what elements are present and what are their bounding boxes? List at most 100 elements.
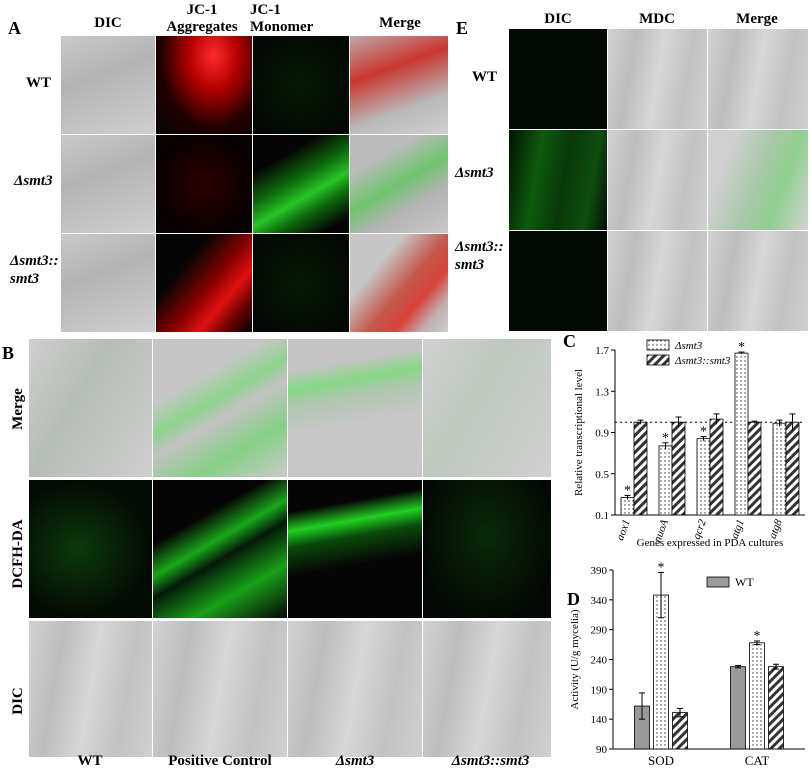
panel-b-row-label-merge: Merge — [10, 388, 26, 430]
chart-d-legend-label: WT — [735, 575, 754, 589]
panel-a-image-comp-dic — [60, 233, 156, 333]
panel-b-image-dic-comp — [422, 620, 552, 758]
chart-c-legend-label: Δsmt3 — [674, 340, 703, 352]
chart-c-legend-swatch — [646, 339, 670, 351]
chart-c-bar-atg8-s0 — [772, 422, 787, 516]
panel-e-image-comp-dic — [508, 230, 608, 332]
chart-d-significance: * — [754, 629, 761, 644]
chart-d-ytick-label: 90 — [596, 744, 608, 756]
chart-d-category-label: CAT — [745, 753, 770, 768]
panel-b-image-merge-comp — [422, 338, 552, 478]
panel-b-col-label-positive: Positive Control — [168, 753, 272, 769]
panel-a-col-header-dic: DIC — [94, 15, 122, 31]
panel-e-col-header-merge: Merge — [736, 11, 778, 27]
panel-a-col-header-monomer: JC-1 Monomer — [250, 2, 314, 35]
panel-b-image-dcfh-wt — [28, 479, 153, 619]
chart-c-bar-atg1-s0 — [734, 352, 749, 516]
panel-a-col-header-aggregates: JC-1 Aggregates — [166, 2, 238, 35]
panel-a-image-comp-merge — [349, 233, 449, 333]
panel-b-image-dcfh-smt3 — [287, 479, 423, 619]
chart-d-ytick-label: 390 — [591, 565, 608, 577]
chart-c: C0.10.50.91.31.7*aox1*nuoA*qcr2*atg1 atg8… — [563, 335, 805, 549]
chart-c-bar-qcr2-s1 — [709, 418, 724, 516]
chart-c-bar-nuoA-s1 — [671, 421, 686, 516]
chart-c-legend-swatch — [646, 354, 670, 366]
panel-e-image-comp-merge — [707, 230, 809, 332]
panel-a-image-smt3-aggregates — [155, 134, 253, 234]
chart-c-bar-nuoA-s0 — [658, 445, 673, 516]
chart-c-significance: * — [624, 483, 631, 498]
panel-b-image-dic-smt3 — [287, 620, 423, 758]
panel-a-image-wt-merge — [349, 35, 449, 135]
chart-c-bar-atg1-s1 — [747, 421, 762, 516]
panel-e-image-wt-dic — [508, 28, 608, 130]
chart-d-ylabel: Activity (U/g mycelia) — [569, 609, 581, 710]
panel-a-row-label-complement: Δsmt3:: smt3 — [10, 253, 59, 287]
chart-c-ytick-label: 1.3 — [595, 386, 609, 398]
chart-c-ytick-label: 0.5 — [595, 469, 609, 481]
panel-b-col-label-comp: Δsmt3::smt3 — [451, 753, 530, 769]
panel-a-image-wt-monomer — [252, 35, 350, 135]
panel-a-row-label-smt3: Δsmt3 — [14, 173, 53, 189]
panel-b-label: B — [2, 343, 15, 363]
chart-d-label: D — [567, 589, 580, 609]
chart-c-ytick-label: 0.1 — [595, 510, 609, 522]
panel-a-image-wt-dic — [60, 35, 156, 135]
chart-c-significance: * — [700, 425, 707, 440]
panel-b-image-dcfh-positive — [152, 479, 288, 619]
panel-b-image-dic-wt — [28, 620, 153, 758]
panel-e-row-label-wt: WT — [472, 69, 498, 85]
chart-d-bar-CAT-s1 — [749, 642, 765, 750]
panel-b-col-label-smt3: Δsmt3 — [335, 753, 375, 769]
panel-e-image-comp-mdc — [607, 230, 708, 332]
panel-a-image-smt3-merge — [349, 134, 449, 234]
chart-d-bar-SOD-s2 — [672, 712, 688, 750]
chart-c-significance: * — [662, 431, 669, 446]
panel-b-image-dic-positive — [152, 620, 288, 758]
chart-c-label: C — [563, 335, 576, 351]
panel-e-row-label-complement: Δsmt3:: smt3 — [455, 239, 504, 273]
panel-b-col-label-wt: WT — [77, 753, 103, 769]
panel-b-image-dcfh-comp — [422, 479, 552, 619]
chart-c-ytick-label: 1.7 — [595, 345, 609, 357]
chart-d-category-label: SOD — [648, 753, 674, 768]
panel-a-image-comp-monomer — [252, 233, 350, 333]
panel-b-image-merge-positive — [152, 338, 288, 478]
panel-a-image-wt-aggregates — [155, 35, 253, 135]
panel-e-image-smt3-merge — [707, 129, 809, 231]
panel-e-image-wt-merge — [707, 28, 809, 130]
chart-d: D 90 140 190 240 290 340 390 * SOD * CAT Activity (U… — [567, 560, 805, 768]
panel-e-col-header-mdc: MDC — [639, 11, 675, 27]
chart-c-ylabel: Relative transcriptional level — [573, 369, 585, 496]
panel-b-image-merge-wt — [28, 338, 153, 478]
chart-d-ytick-label: 290 — [591, 625, 608, 637]
panel-e-image-wt-mdc — [607, 28, 708, 130]
panel-e-image-smt3-mdc — [607, 129, 708, 231]
chart-c-xlabel: Genes expressed in PDA cultures — [637, 537, 784, 549]
chart-d-ytick-label: 140 — [591, 714, 608, 726]
chart-d-significance: * — [658, 560, 665, 575]
chart-d-ytick-label: 240 — [591, 655, 608, 667]
panel-b-row-label-dcfh: DCFH-DA — [10, 519, 26, 589]
panel-a-label: A — [8, 18, 21, 38]
panel-a-row-label-wt: WT — [26, 75, 52, 91]
chart-c-bar-qcr2-s0 — [696, 438, 711, 516]
chart-c-legend-label: Δsmt3::smt3 — [674, 355, 731, 367]
panel-b-row-label-dic: DIC — [10, 687, 26, 715]
chart-d-legend-swatch — [706, 576, 730, 588]
chart-c-category-label: aox1 — [614, 518, 633, 542]
panel-a-image-comp-aggregates — [155, 233, 253, 333]
panel-b-image-merge-smt3 — [287, 338, 423, 478]
chart-c-bar-aox1-s1 — [633, 421, 648, 516]
panel-e-label: E — [456, 18, 469, 38]
panel-e-row-label-smt3: Δsmt3 — [455, 165, 494, 181]
chart-d-bar-CAT-s2 — [768, 666, 784, 750]
chart-d-bar-CAT-s0 — [730, 666, 746, 750]
panel-e-image-smt3-dic — [508, 129, 608, 231]
panel-a-image-smt3-dic — [60, 134, 156, 234]
chart-c-bar-aox1-s0 — [620, 497, 635, 516]
panel-a-col-header-merge: Merge — [379, 15, 421, 31]
chart-c-significance: * — [738, 340, 745, 355]
panel-e-col-header-dic: DIC — [544, 11, 572, 27]
chart-c-ytick-label: 0.9 — [595, 428, 609, 440]
